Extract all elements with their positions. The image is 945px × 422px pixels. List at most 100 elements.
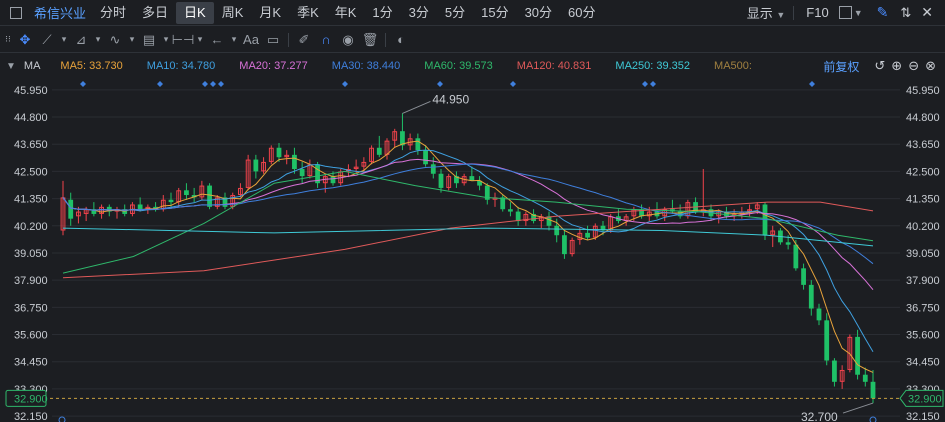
period-tab-11[interactable]: 30分 bbox=[524, 4, 553, 20]
candle-body[interactable] bbox=[261, 161, 266, 172]
stock-name[interactable]: 希信兴业 bbox=[34, 6, 87, 21]
candle-body[interactable] bbox=[184, 190, 189, 196]
candle-body[interactable] bbox=[276, 147, 282, 158]
period-tab-12[interactable]: 60分 bbox=[568, 4, 596, 20]
fib-icon[interactable]: ▤ bbox=[142, 31, 156, 47]
period-tab-10[interactable]: 15分 bbox=[481, 4, 509, 20]
candlestick-chart[interactable]: 45.950 45.950 44.800 44.800 43.650 43.650 42.5… bbox=[0, 78, 945, 422]
candle-body[interactable] bbox=[754, 204, 760, 210]
candle-body[interactable] bbox=[68, 199, 74, 219]
chevron-down-icon[interactable]: ▾ bbox=[197, 34, 203, 44]
candle-body[interactable] bbox=[569, 239, 575, 255]
swap-icon[interactable]: ⇅ bbox=[900, 4, 912, 20]
comment-icon[interactable]: ▭ bbox=[266, 31, 280, 47]
period-tab-9[interactable]: 5分 bbox=[444, 4, 466, 20]
range-start-marker[interactable] bbox=[58, 416, 66, 422]
event-marker-6[interactable] bbox=[437, 81, 443, 87]
event-marker-7[interactable] bbox=[510, 81, 516, 87]
chevron-down-icon[interactable]: ▾ bbox=[163, 34, 169, 44]
candle-body[interactable] bbox=[430, 164, 436, 174]
candle-body[interactable] bbox=[207, 185, 212, 207]
candle-body[interactable] bbox=[785, 242, 791, 245]
chevron-down-icon[interactable]: ▾ bbox=[129, 34, 135, 44]
chevron-down-icon[interactable]: ▾ bbox=[61, 34, 67, 44]
indicator-name[interactable]: MA bbox=[23, 60, 41, 72]
candle-body[interactable] bbox=[832, 360, 837, 382]
candle-body[interactable] bbox=[816, 308, 822, 321]
event-marker-9[interactable] bbox=[650, 81, 656, 87]
candle-body[interactable] bbox=[484, 185, 490, 200]
candle-body[interactable] bbox=[554, 225, 560, 236]
period-tab-2[interactable]: 日K bbox=[176, 1, 214, 24]
period-tab-1[interactable]: 多日 bbox=[142, 4, 169, 20]
polyline-icon[interactable]: ⊿ bbox=[75, 31, 87, 47]
candle-body[interactable] bbox=[91, 209, 97, 214]
candle-body[interactable] bbox=[592, 225, 598, 238]
checkbox-icon[interactable] bbox=[838, 6, 852, 19]
pen-icon[interactable]: ✎ bbox=[876, 4, 889, 20]
drag-handle-icon[interactable]: ⁝⁝ bbox=[5, 34, 11, 44]
candle-body[interactable] bbox=[199, 185, 205, 198]
chevron-down-icon[interactable]: ▾ bbox=[95, 34, 101, 44]
candle-body[interactable] bbox=[284, 154, 290, 158]
candle-body[interactable] bbox=[353, 166, 359, 170]
event-marker-4[interactable] bbox=[218, 81, 224, 87]
range-icon[interactable]: ⊢⊣ bbox=[171, 31, 195, 47]
candle-body[interactable] bbox=[253, 159, 259, 172]
candle-body[interactable] bbox=[415, 138, 421, 151]
adjust-label[interactable]: 前复权 bbox=[823, 59, 860, 74]
candle-body[interactable] bbox=[824, 320, 830, 361]
candle-body[interactable] bbox=[870, 381, 876, 399]
trash-icon[interactable]: 🗑 bbox=[361, 31, 379, 47]
candle-body[interactable] bbox=[600, 225, 606, 231]
candle-body[interactable] bbox=[214, 197, 220, 207]
candle-body[interactable] bbox=[99, 206, 104, 214]
candle-body[interactable] bbox=[855, 336, 860, 375]
close-icon[interactable]: ✕ bbox=[921, 4, 933, 20]
candle-body[interactable] bbox=[585, 232, 590, 238]
toggle-icon[interactable]: ◐ bbox=[397, 32, 405, 47]
period-tab-4[interactable]: 月K bbox=[259, 4, 282, 20]
candle-body[interactable] bbox=[808, 284, 814, 309]
candle-body[interactable] bbox=[646, 211, 652, 217]
candle-body[interactable] bbox=[268, 147, 274, 162]
candle-body[interactable] bbox=[137, 204, 143, 210]
candle-body[interactable] bbox=[446, 176, 452, 188]
candle-body[interactable] bbox=[392, 131, 398, 141]
candle-body[interactable] bbox=[76, 211, 81, 217]
candle-body[interactable] bbox=[423, 150, 428, 165]
candle-body[interactable] bbox=[292, 154, 297, 170]
period-tab-0[interactable]: 分时 bbox=[100, 4, 127, 20]
candle-body[interactable] bbox=[477, 180, 482, 186]
arrow-left-icon[interactable]: ← bbox=[210, 32, 224, 47]
move-icon[interactable]: ✥ bbox=[19, 31, 31, 47]
magnet-icon[interactable]: ∩ bbox=[321, 32, 331, 47]
event-marker-10[interactable] bbox=[809, 81, 815, 87]
candle-body[interactable] bbox=[862, 374, 868, 382]
candle-body[interactable] bbox=[770, 230, 776, 236]
candle-body[interactable] bbox=[747, 209, 752, 212]
period-tab-7[interactable]: 1分 bbox=[372, 4, 393, 20]
candle-body[interactable] bbox=[369, 147, 374, 162]
candle-body[interactable] bbox=[523, 213, 529, 222]
candle-body[interactable] bbox=[245, 159, 251, 188]
candle-body[interactable] bbox=[562, 235, 567, 255]
line-icon[interactable]: ⟋ bbox=[42, 31, 52, 47]
collapse-icon[interactable]: ▼ bbox=[6, 60, 16, 72]
candle-body[interactable] bbox=[376, 147, 382, 155]
candle-body[interactable] bbox=[168, 199, 174, 203]
display-dropdown[interactable]: 显示 ▼ bbox=[747, 3, 786, 22]
range-end-marker[interactable] bbox=[869, 416, 877, 422]
candle-body[interactable] bbox=[546, 216, 552, 226]
candle-body[interactable] bbox=[793, 244, 799, 269]
candle-body[interactable] bbox=[400, 131, 405, 146]
event-marker-1[interactable] bbox=[157, 81, 163, 87]
wave-icon[interactable]: ∿ bbox=[109, 31, 121, 47]
candle-body[interactable] bbox=[330, 176, 336, 184]
candle-body[interactable] bbox=[83, 209, 89, 214]
candle-body[interactable] bbox=[515, 211, 521, 222]
period-tab-5[interactable]: 季K bbox=[297, 4, 319, 20]
candle-body[interactable] bbox=[454, 176, 459, 184]
candle-body[interactable] bbox=[531, 213, 536, 222]
candle-body[interactable] bbox=[222, 197, 228, 207]
